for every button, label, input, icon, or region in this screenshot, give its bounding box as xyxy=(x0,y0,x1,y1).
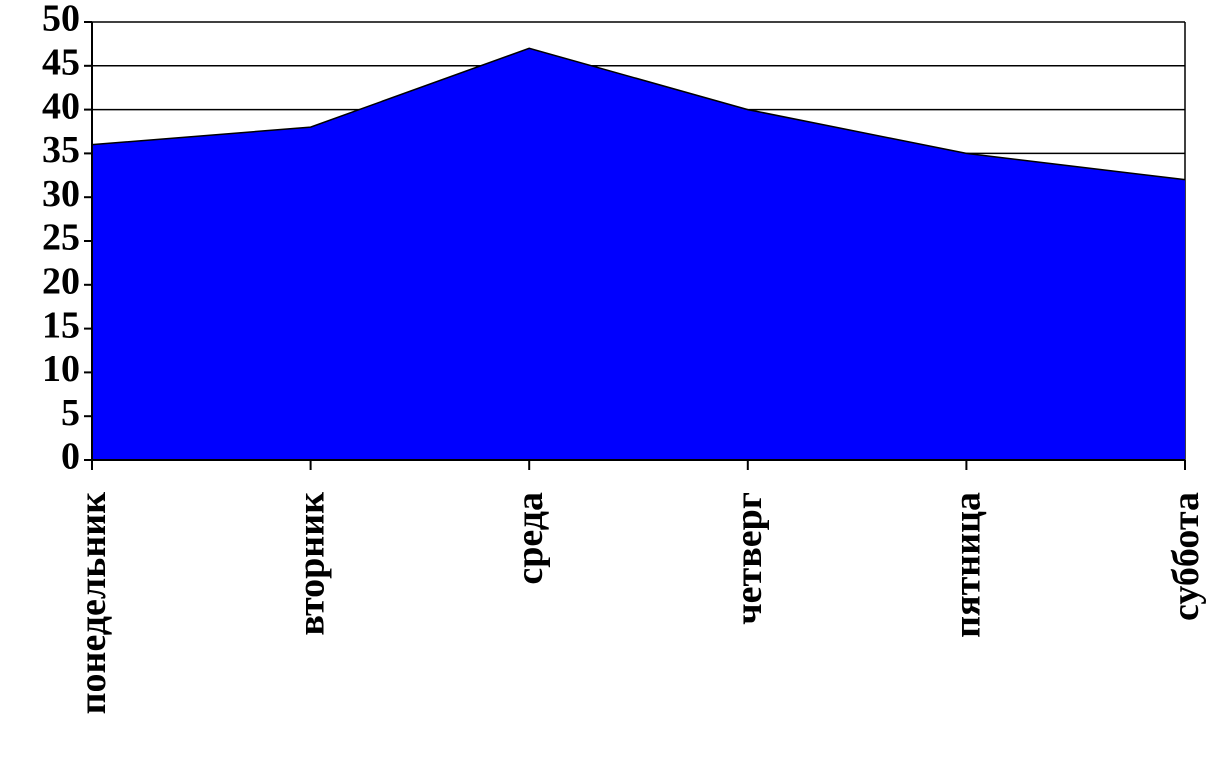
y-tick-label: 25 xyxy=(42,217,80,259)
x-tick-label: понедельник xyxy=(72,492,114,714)
area-outline xyxy=(91,47,1186,181)
y-tick-label: 20 xyxy=(42,261,80,303)
x-tick-label: среда xyxy=(509,492,551,585)
area-series xyxy=(91,47,1186,460)
y-tick-label: 30 xyxy=(42,173,80,215)
y-tick-label: 45 xyxy=(42,42,80,84)
axes xyxy=(84,21,1186,470)
y-tick-label: 5 xyxy=(61,392,80,434)
y-tick-label: 50 xyxy=(42,0,80,40)
y-tick-label: 0 xyxy=(61,436,80,478)
x-tick-label: вторник xyxy=(291,492,333,636)
area-fill xyxy=(92,48,1185,460)
x-tick-labels: понедельник вторник среда четверг пятница суб… xyxy=(72,492,1207,714)
y-tick-label: 15 xyxy=(42,304,80,346)
x-tick-label: четверг xyxy=(728,492,770,625)
x-tick-label: пятница xyxy=(946,492,988,638)
y-tick-label: 35 xyxy=(42,129,80,171)
y-tick-label: 10 xyxy=(42,348,80,390)
y-tick-label: 40 xyxy=(42,85,80,127)
x-tick-label: суббота xyxy=(1165,492,1207,621)
